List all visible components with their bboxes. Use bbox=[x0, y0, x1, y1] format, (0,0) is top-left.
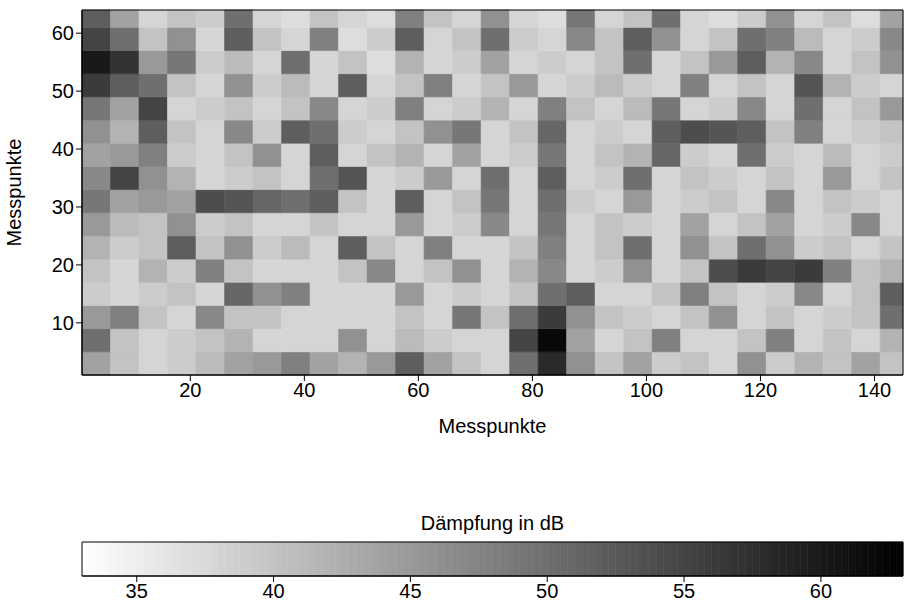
svg-text:50: 50 bbox=[536, 580, 558, 602]
svg-text:35: 35 bbox=[126, 580, 148, 602]
svg-text:100: 100 bbox=[630, 379, 663, 401]
html-text:Dämpfung in dB: Dämpfung in dB bbox=[420, 512, 565, 534]
svg-text:60: 60 bbox=[810, 580, 832, 602]
svg-text:55: 55 bbox=[673, 580, 695, 602]
svg-text:10: 10 bbox=[52, 312, 74, 334]
svg-text:40: 40 bbox=[293, 379, 315, 401]
svg-text:60: 60 bbox=[52, 22, 74, 44]
svg-text:60: 60 bbox=[407, 379, 429, 401]
svg-text:45: 45 bbox=[399, 580, 421, 602]
svg-text:120: 120 bbox=[744, 379, 777, 401]
svg-text:Messpunkte: Messpunkte bbox=[3, 139, 25, 247]
svg-text:140: 140 bbox=[858, 379, 891, 401]
svg-text:Messpunkte: Messpunkte bbox=[439, 415, 547, 437]
svg-text:40: 40 bbox=[52, 138, 74, 160]
svg-text:20: 20 bbox=[179, 379, 201, 401]
svg-text:50: 50 bbox=[52, 80, 74, 102]
svg-text:80: 80 bbox=[521, 379, 543, 401]
svg-text:20: 20 bbox=[52, 254, 74, 276]
svg-text:30: 30 bbox=[52, 196, 74, 218]
svg-text:40: 40 bbox=[262, 580, 284, 602]
